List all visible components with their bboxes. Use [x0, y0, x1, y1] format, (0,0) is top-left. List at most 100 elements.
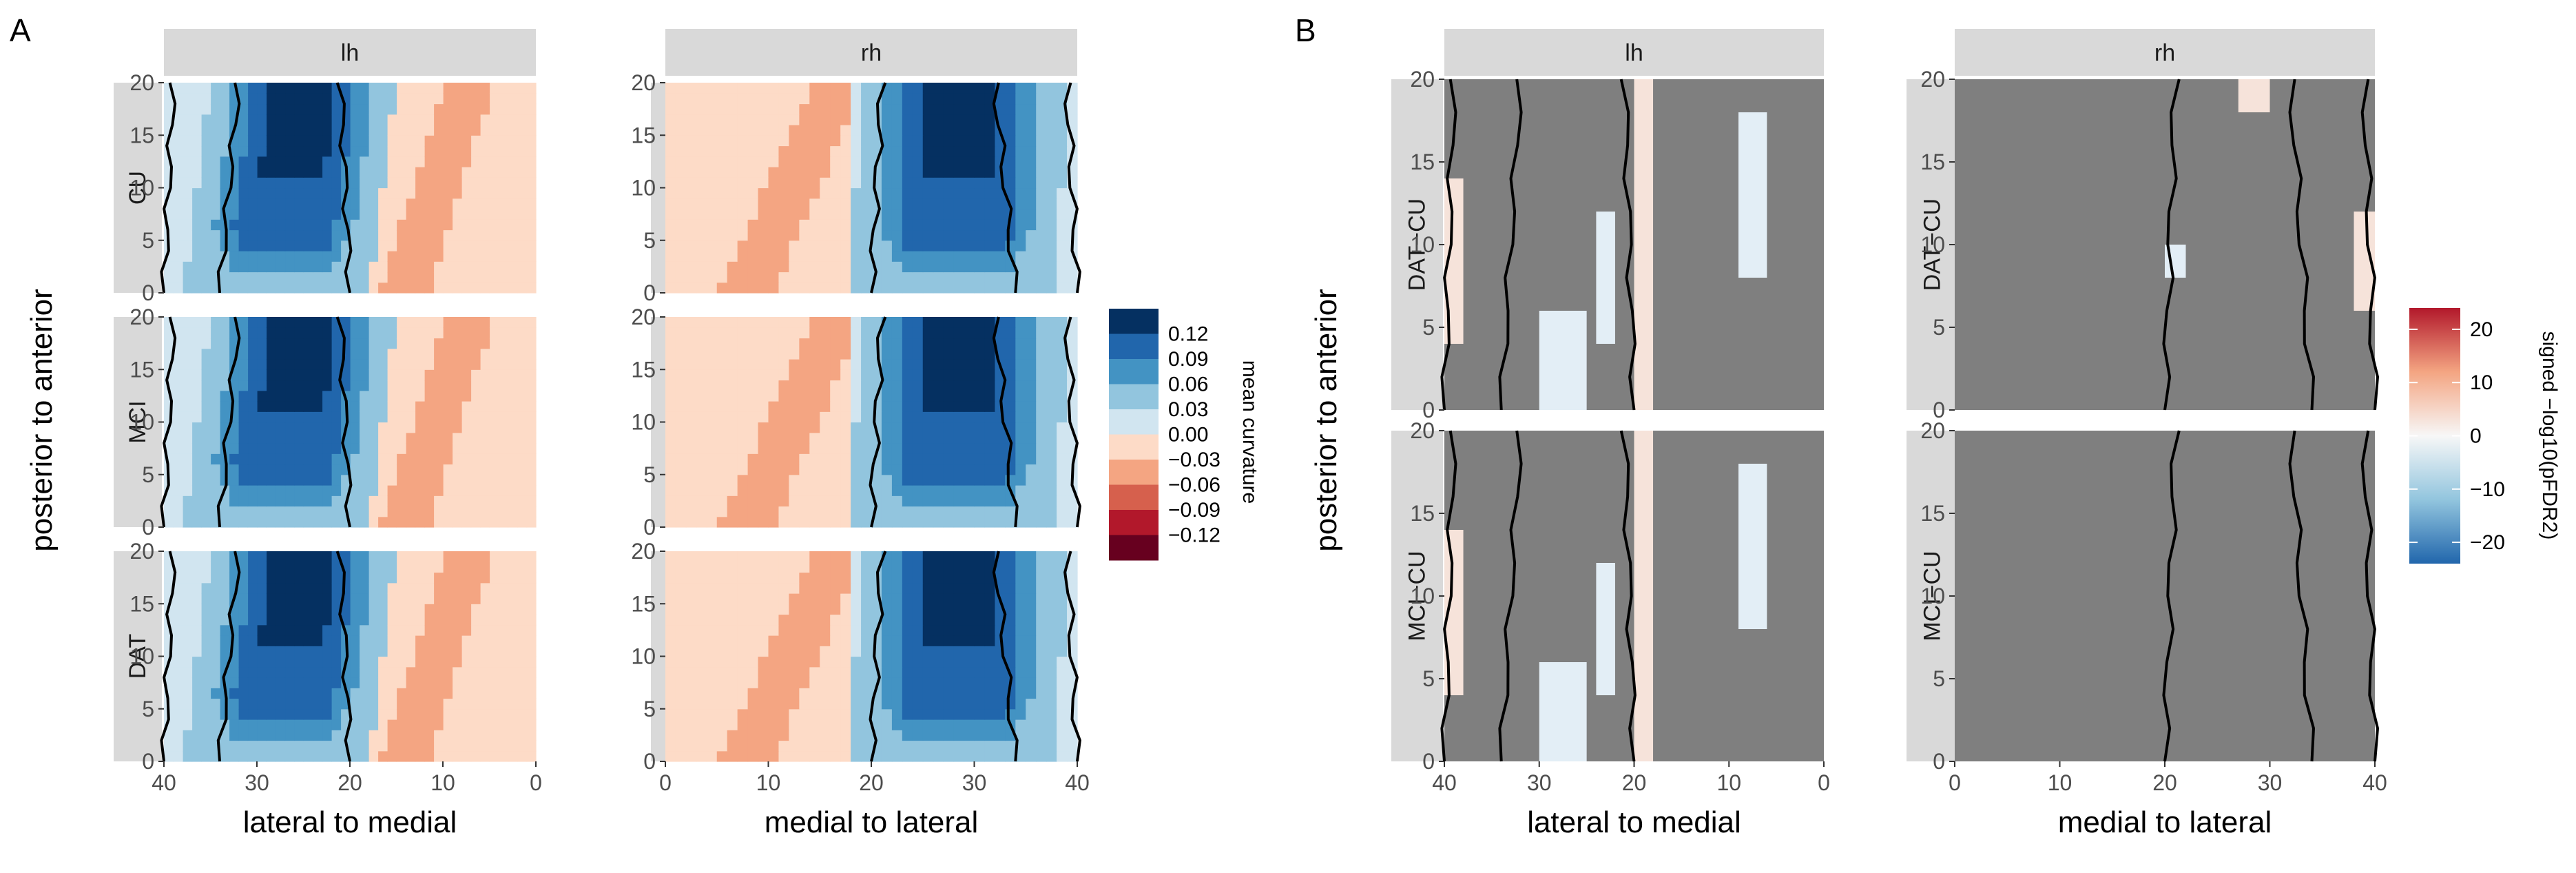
heatmap-cell [396, 103, 406, 115]
heatmap-cell [266, 103, 276, 115]
heatmap-cell [891, 93, 903, 105]
heatmap-cell [257, 708, 267, 720]
heatmap-cell [830, 219, 841, 231]
heatmap-cell [1036, 369, 1047, 381]
heatmap-cell [891, 390, 903, 402]
heatmap-cell [377, 666, 388, 678]
heatmap-cell [173, 688, 183, 699]
heatmap-cell [922, 229, 934, 241]
heatmap-cell [517, 240, 528, 251]
heatmap-cell [415, 261, 425, 273]
heatmap-cell [415, 369, 425, 381]
heatmap-cell [861, 93, 872, 105]
heatmap-cell [359, 572, 369, 584]
heatmap-cell [191, 666, 202, 678]
heatmap-cell [266, 474, 276, 486]
heatmap-cell [294, 271, 304, 283]
heatmap-cell [470, 443, 481, 454]
heatmap-cell [912, 582, 924, 594]
heatmap-cell [1046, 688, 1057, 699]
boundary-line [216, 316, 241, 528]
heatmap-cell [266, 251, 276, 262]
heatmap-cell [861, 495, 872, 507]
heatmap-cell [891, 708, 903, 720]
heatmap-cell [294, 198, 304, 209]
heatmap-cell [1046, 422, 1057, 433]
heatmap-cell [964, 635, 975, 646]
heatmap-cell [266, 593, 276, 604]
heatmap-cell [747, 422, 759, 433]
heatmap-cell [247, 750, 258, 762]
heatmap-cell [322, 708, 332, 720]
heatmap-cell [1036, 167, 1047, 178]
heatmap-cell [727, 380, 738, 391]
heatmap-cell [716, 348, 728, 360]
heatmap-cell [350, 453, 360, 465]
heatmap-cell [276, 261, 286, 273]
heatmap-cell [470, 83, 481, 94]
heatmap-cell [331, 369, 342, 381]
heatmap-cell [191, 156, 202, 167]
heatmap-cell [851, 688, 862, 699]
heatmap-cell [294, 495, 304, 507]
heatmap-cell [173, 145, 183, 157]
heatmap-cell [359, 562, 369, 573]
heatmap-cell [247, 443, 258, 454]
heatmap-cell [266, 209, 276, 220]
heatmap-cell [737, 495, 749, 507]
heatmap-cell [964, 572, 975, 584]
heatmap-cell [891, 688, 903, 699]
heatmap-cell [851, 516, 862, 528]
heatmap-cell [499, 635, 509, 646]
heatmap-cell [359, 506, 369, 517]
heatmap-cell [173, 719, 183, 730]
heatmap-cell [470, 432, 481, 444]
heatmap-cell [747, 730, 759, 741]
heatmap-cell [406, 327, 416, 339]
heatmap-cell [294, 348, 304, 360]
heatmap-cell [953, 614, 965, 626]
heatmap-cell [377, 593, 388, 604]
heatmap-cell [276, 219, 286, 231]
heatmap-cell [871, 635, 882, 646]
heatmap-cell [737, 750, 749, 762]
heatmap-cell [830, 369, 841, 381]
heatmap-cell [461, 359, 472, 370]
heatmap-cell [424, 698, 435, 710]
heatmap-cell [891, 624, 903, 636]
heatmap-cell [881, 516, 893, 528]
heatmap-cell [1005, 271, 1016, 283]
heatmap-cell [210, 656, 220, 668]
heatmap-cell [933, 327, 944, 339]
heatmap-cell [359, 114, 369, 125]
legend-swatch [1109, 409, 1159, 435]
heatmap-cell [331, 135, 342, 147]
heatmap-cell [229, 719, 239, 730]
heatmap-cell [933, 677, 944, 688]
heatmap-cell [1026, 411, 1037, 423]
heatmap-cell [1026, 145, 1037, 157]
heatmap-cell [953, 219, 965, 231]
heatmap-cell [461, 167, 472, 178]
heatmap-cell [809, 240, 820, 251]
heatmap-cell [387, 261, 397, 273]
heatmap-cell [173, 551, 183, 562]
heatmap-cell [294, 187, 304, 199]
heatmap-cell [443, 485, 453, 496]
heatmap-cell [685, 261, 697, 273]
heatmap-cell [443, 464, 453, 475]
heatmap-cell [747, 369, 759, 381]
heatmap-cell [406, 551, 416, 562]
heatmap-cell [470, 506, 481, 517]
heatmap-cell [737, 187, 749, 199]
heatmap-cell [1005, 401, 1016, 412]
heatmap-cell [433, 261, 444, 273]
heatmap-cell [1005, 698, 1016, 710]
heatmap-cell [799, 135, 810, 147]
heatmap-cell [359, 327, 369, 339]
heatmap-cell [173, 219, 183, 231]
heatmap-cell [675, 750, 687, 762]
heatmap-cell [902, 677, 913, 688]
heatmap-cell [406, 135, 416, 147]
heatmap-cell [387, 359, 397, 370]
